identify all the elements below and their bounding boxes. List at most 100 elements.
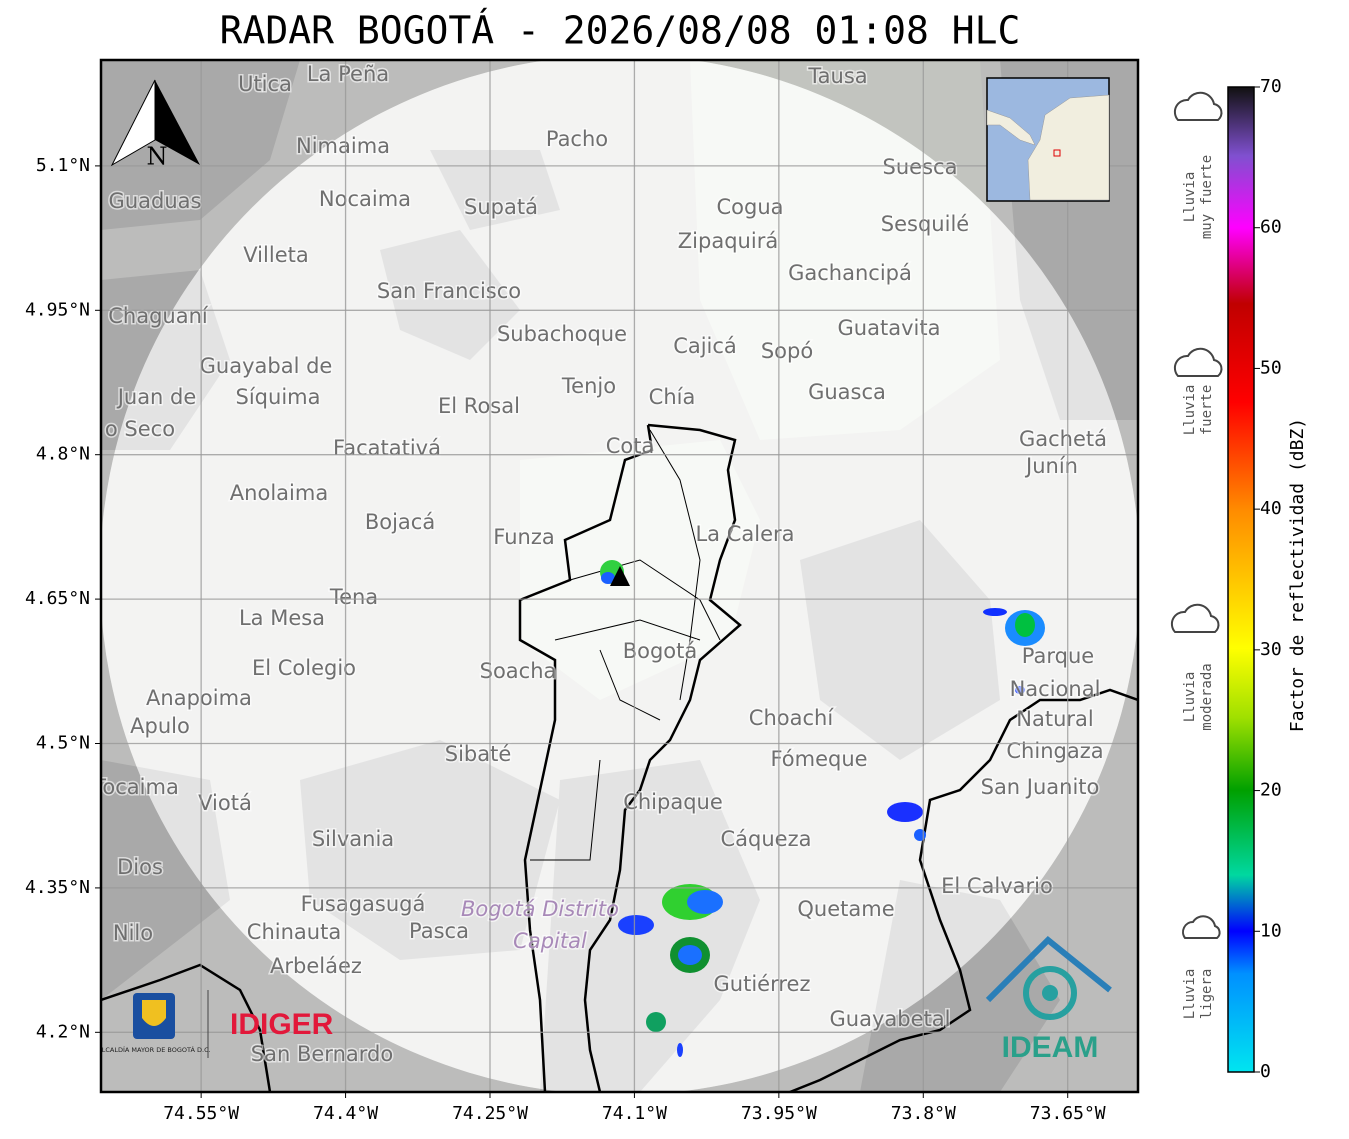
place-label: Bogotá Distrito bbox=[461, 897, 619, 921]
colorbar-tick-label: 30 bbox=[1260, 639, 1282, 660]
place-label: Nacional bbox=[1010, 677, 1101, 701]
y-tick-label: 4.2°N bbox=[36, 1021, 90, 1042]
idiger-text: IDIGER bbox=[230, 1008, 334, 1041]
place-label: Cáqueza bbox=[721, 827, 812, 851]
place-label: Pacho bbox=[546, 127, 608, 151]
place-label: Funza bbox=[493, 525, 554, 549]
place-label: Guatavita bbox=[838, 316, 941, 340]
place-label: Junín bbox=[1024, 454, 1078, 478]
place-label: El Rosal bbox=[438, 394, 520, 418]
x-tick-label: 74.1°W bbox=[602, 1103, 667, 1124]
place-label: Tocaima bbox=[92, 775, 179, 799]
x-tick-label: 73.65°W bbox=[1030, 1103, 1106, 1124]
place-label: Apulo bbox=[130, 714, 190, 738]
y-tick-label: 4.35°N bbox=[25, 877, 90, 898]
rain-class-label: fuerte bbox=[1199, 385, 1215, 436]
map-frame bbox=[99, 58, 1140, 1094]
colorbar-tick-label: 50 bbox=[1260, 357, 1282, 378]
rain-class-label: Lluvia bbox=[1182, 172, 1198, 223]
place-label: Dios bbox=[117, 855, 163, 879]
place-label: Utica bbox=[238, 72, 292, 96]
x-tick-label: 74.25°W bbox=[452, 1103, 528, 1124]
rain-class-label: Lluvia bbox=[1182, 385, 1198, 436]
graticule bbox=[101, 60, 1138, 1092]
place-label: o Seco bbox=[105, 417, 175, 441]
place-label: Natural bbox=[1016, 707, 1093, 731]
place-label: Silvania bbox=[312, 827, 394, 851]
place-label: Supatá bbox=[464, 195, 538, 219]
place-label: El Colegio bbox=[252, 656, 356, 680]
place-label: Cajicá bbox=[673, 334, 737, 358]
radar-site bbox=[610, 566, 630, 586]
rain-class-label: moderada bbox=[1199, 663, 1215, 730]
logo-alcaldia: ALCALDÍA MAYOR DE BOGOTÁ D.C. IDIGER bbox=[97, 990, 334, 1058]
colorbar-tick-label: 40 bbox=[1260, 498, 1282, 519]
x-tick-label: 74.4°W bbox=[313, 1103, 378, 1124]
y-tick-label: 4.65°N bbox=[25, 588, 90, 609]
place-label: La Mesa bbox=[239, 606, 325, 630]
rain-class-label: Lluvia bbox=[1182, 969, 1198, 1020]
place-label: Guayabal de bbox=[200, 354, 333, 378]
map-area: La Peña Utica Tausa Pacho Nimaima Suesca Guadu… bbox=[92, 60, 1138, 1092]
alcaldia-text: ALCALDÍA MAYOR DE BOGOTÁ D.C. bbox=[97, 1045, 210, 1054]
place-label: San Bernardo bbox=[251, 1042, 393, 1066]
place-label: Chipaque bbox=[623, 790, 723, 814]
colorbar-scale bbox=[1227, 86, 1255, 1073]
colorbar: Factor de reflectividad (dBZ) 0 10 20 30 40 5… bbox=[1227, 76, 1308, 1082]
place-label: Tenjo bbox=[561, 374, 616, 398]
colorbar-tick-label: 0 bbox=[1260, 1061, 1271, 1082]
rain-class-label: ligera bbox=[1199, 969, 1215, 1020]
place-label: Sesquilé bbox=[881, 212, 969, 236]
place-label: Anolaima bbox=[230, 481, 328, 505]
place-label: Parque bbox=[1022, 644, 1094, 668]
colorbar-tick-label: 10 bbox=[1260, 920, 1282, 941]
place-label: Viotá bbox=[198, 791, 252, 815]
place-label: Nilo bbox=[113, 921, 153, 945]
place-label: Juan de bbox=[116, 385, 197, 409]
x-tick-label: 73.8°W bbox=[891, 1103, 956, 1124]
place-label: Sibaté bbox=[445, 742, 512, 766]
place-label: San Juanito bbox=[981, 775, 1100, 799]
place-label: Bojacá bbox=[365, 510, 435, 534]
rain-class-label: Lluvia bbox=[1182, 672, 1198, 723]
place-label: La Calera bbox=[695, 522, 794, 546]
place-label: Cogua bbox=[716, 195, 783, 219]
place-label: Gachancipá bbox=[788, 261, 912, 285]
place-label: Subachoque bbox=[497, 322, 627, 346]
rain-class-label: muy fuerte bbox=[1199, 155, 1215, 239]
place-label: Chinauta bbox=[247, 920, 341, 944]
place-label: Anapoima bbox=[146, 686, 252, 710]
place-label: Soacha bbox=[480, 659, 557, 683]
place-label: Tausa bbox=[807, 64, 867, 88]
x-tick-label: 74.55°W bbox=[163, 1103, 239, 1124]
colorbar-tick-label: 70 bbox=[1260, 76, 1282, 97]
y-tick-label: 4.8°N bbox=[36, 444, 90, 465]
place-label: Guayabetal bbox=[830, 1007, 951, 1031]
place-label: Villeta bbox=[243, 243, 308, 267]
radar-echoes bbox=[600, 560, 1045, 1057]
place-label: Capital bbox=[513, 929, 587, 953]
place-label: Fusagasugá bbox=[301, 892, 426, 916]
colorbar-label: Factor de reflectividad (dBZ) bbox=[1287, 418, 1308, 732]
place-label: Quetame bbox=[797, 897, 894, 921]
place-label: Gutiérrez bbox=[714, 972, 811, 996]
ideam-text: IDEAM bbox=[1002, 1031, 1099, 1064]
place-label: Nimaima bbox=[296, 134, 390, 158]
place-label: Gachetá bbox=[1019, 427, 1107, 451]
x-tick-label: 73.95°W bbox=[741, 1103, 817, 1124]
y-tick-label: 4.5°N bbox=[36, 733, 90, 754]
place-label: Chingaza bbox=[1006, 739, 1103, 763]
place-label: Síquima bbox=[236, 385, 321, 409]
place-label: La Peña bbox=[307, 62, 389, 86]
place-label: Nocaima bbox=[319, 187, 411, 211]
place-label: Fómeque bbox=[770, 747, 867, 771]
place-label: Suesca bbox=[883, 155, 958, 179]
axis-ticks: 74.55°W 74.4°W 74.25°W 74.1°W 73.95°W 73.8°W 7… bbox=[25, 155, 1106, 1124]
colorbar-tick-label: 20 bbox=[1260, 780, 1282, 801]
place-label: Guaduas bbox=[109, 189, 202, 213]
place-label: Guasca bbox=[808, 380, 886, 404]
place-label: Choachí bbox=[749, 706, 835, 730]
place-label: Chaguaní bbox=[108, 304, 209, 328]
